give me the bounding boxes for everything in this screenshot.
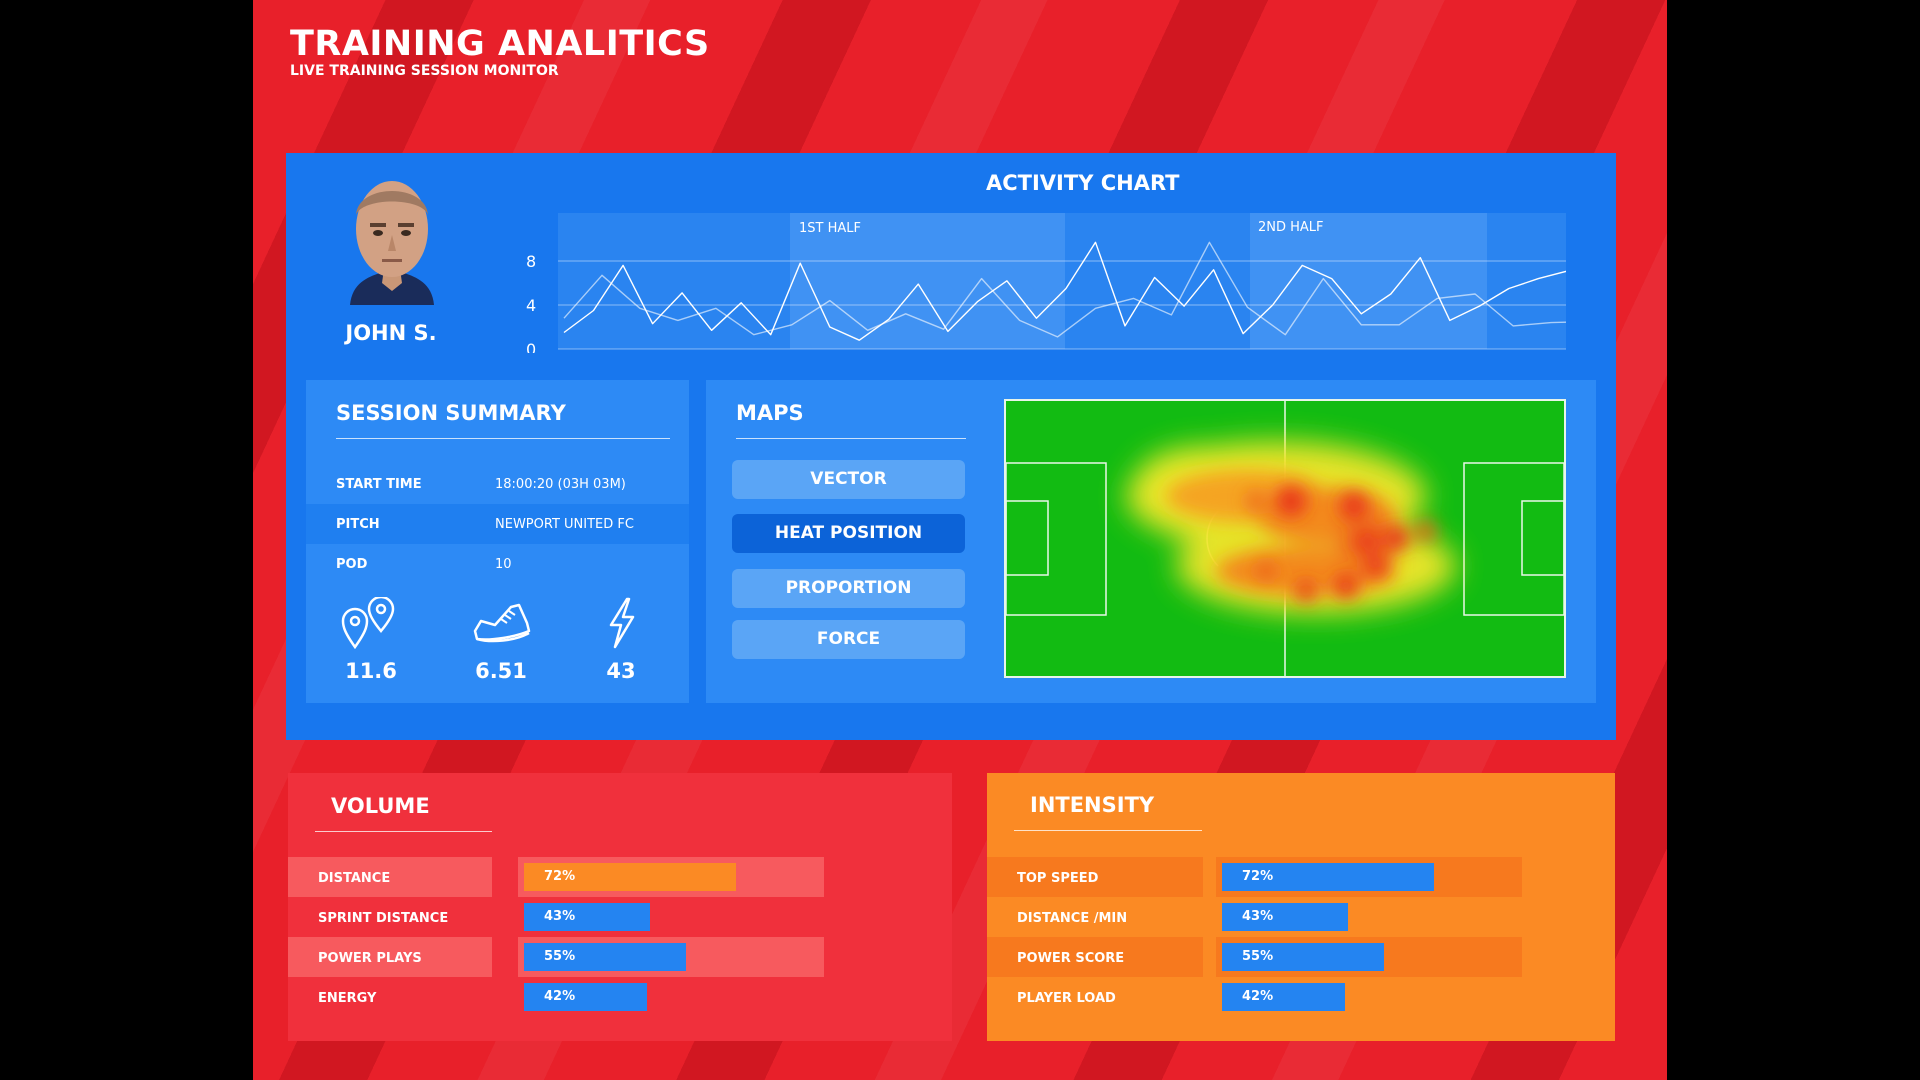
activity-panel: JOHN S. ACTIVITY CHART 1ST HALF 2ND HALF… (286, 153, 1616, 740)
first-half-band (790, 213, 1065, 349)
intensity-metric-row: PLAYER LOAD 42% (987, 977, 1615, 1017)
metric-label: ENERGY (318, 991, 377, 1006)
heading-divider (1014, 830, 1202, 831)
chart-y-ticks: 0 4 8 (526, 252, 536, 353)
chart-title: ACTIVITY CHART (986, 171, 1180, 195)
metric-label: TOP SPEED (1017, 871, 1099, 886)
summary-row-pitch: PITCH NEWPORT UNITED FC (306, 504, 689, 544)
metric-value: 55% (1242, 949, 1274, 964)
heat-position-button[interactable]: HEAT POSITION (732, 514, 965, 553)
volume-metric-row: POWER PLAYS 55% (288, 937, 952, 977)
intensity-metric-row: DISTANCE /MIN 43% (987, 897, 1615, 937)
maps-card: MAPS VECTOR HEAT POSITION PROPORTION FOR… (706, 380, 1596, 703)
metric-bar: 43% (524, 903, 650, 931)
metric-value: 42% (1242, 989, 1274, 1004)
metric-label: DISTANCE (318, 871, 391, 886)
metric-key-background (288, 937, 492, 977)
metric-value: 42% (544, 989, 576, 1004)
metric-value: 43% (544, 909, 576, 924)
metric-bar: 42% (1222, 983, 1345, 1011)
y-tick-label: 4 (526, 296, 536, 315)
summary-key: POD (336, 557, 368, 572)
stat-value: 43 (606, 659, 636, 683)
metric-value: 55% (544, 949, 576, 964)
heading-divider (336, 438, 670, 439)
metric-value: 72% (1242, 869, 1274, 884)
metric-label: DISTANCE /MIN (1017, 911, 1128, 926)
session-summary-card: SESSION SUMMARY START TIME 18:00:20 (03H… (306, 380, 689, 703)
maps-title: MAPS (736, 401, 804, 425)
metric-bar: 42% (524, 983, 647, 1011)
summary-value: NEWPORT UNITED FC (495, 517, 634, 532)
sneaker-icon (473, 603, 531, 643)
summary-value: 18:00:20 (03H 03M) (495, 477, 626, 492)
stat-value: 6.51 (475, 659, 527, 683)
summary-key: START TIME (336, 477, 422, 492)
proportion-button[interactable]: PROPORTION (732, 569, 965, 608)
intensity-metric-row: TOP SPEED 72% (987, 857, 1615, 897)
series-line-2 (563, 241, 1566, 338)
stat-value: 11.6 (345, 659, 397, 683)
stat-power: 43 (576, 597, 666, 683)
app-title: TRAINING ANALITICS (290, 24, 710, 64)
summary-key: PITCH (336, 517, 380, 532)
metric-key-background (987, 937, 1203, 977)
heading-divider (736, 438, 966, 439)
intensity-card: INTENSITY TOP SPEED 72% DISTANCE /MIN 43% PO… (987, 773, 1615, 1041)
app-subtitle: LIVE TRAINING SESSION MONITOR (290, 63, 559, 79)
volume-title: VOLUME (331, 794, 430, 818)
metric-bar: 55% (524, 943, 686, 971)
y-tick-label: 8 (526, 252, 536, 271)
metric-bar: 43% (1222, 903, 1348, 931)
metric-bar: 55% (1222, 943, 1384, 971)
second-half-band (1250, 213, 1487, 349)
heading-divider (315, 831, 492, 832)
volume-metric-row: DISTANCE 72% (288, 857, 952, 897)
location-pins-icon (341, 597, 395, 649)
player-avatar (350, 181, 434, 305)
summary-row-pod: POD 10 (306, 544, 689, 584)
series-line-1 (563, 241, 1566, 341)
chart-series (563, 241, 1566, 341)
volume-metric-row: ENERGY 42% (288, 977, 952, 1017)
lightning-icon (609, 597, 635, 649)
dashboard-stage: TRAINING ANALITICS LIVE TRAINING SESSION… (253, 0, 1667, 1080)
summary-row-start-time: START TIME 18:00:20 (03H 03M) (306, 464, 689, 504)
metric-key-background (288, 857, 492, 897)
player-name: JOHN S. (345, 321, 437, 345)
y-tick-label: 0 (526, 340, 536, 353)
summary-value: 10 (495, 557, 512, 572)
intensity-title: INTENSITY (1030, 793, 1155, 817)
vector-button[interactable]: VECTOR (732, 460, 965, 499)
metric-label: POWER PLAYS (318, 951, 422, 966)
first-half-label: 1ST HALF (799, 221, 861, 236)
metric-value: 72% (544, 869, 576, 884)
chart-grid (558, 260, 1566, 350)
metric-key-background (987, 857, 1203, 897)
metric-value: 43% (1242, 909, 1274, 924)
stat-distance: 11.6 (326, 597, 416, 683)
intensity-metric-row: POWER SCORE 55% (987, 937, 1615, 977)
heatmap-pitch (1004, 399, 1566, 678)
chart-plot-area (558, 213, 1566, 349)
metric-label: POWER SCORE (1017, 951, 1125, 966)
metric-label: PLAYER LOAD (1017, 991, 1116, 1006)
metric-bar: 72% (524, 863, 736, 891)
activity-chart: 1ST HALF 2ND HALF 0 4 8 (526, 213, 1566, 353)
heatmap (1006, 401, 1564, 676)
stat-speed: 6.51 (456, 597, 546, 683)
volume-metric-row: SPRINT DISTANCE 43% (288, 897, 952, 937)
metric-label: SPRINT DISTANCE (318, 911, 449, 926)
metric-bar: 72% (1222, 863, 1434, 891)
volume-card: VOLUME DISTANCE 72% SPRINT DISTANCE 43% POWE… (288, 773, 952, 1041)
session-summary-title: SESSION SUMMARY (336, 401, 566, 425)
second-half-label: 2ND HALF (1258, 220, 1324, 235)
force-button[interactable]: FORCE (732, 620, 965, 659)
